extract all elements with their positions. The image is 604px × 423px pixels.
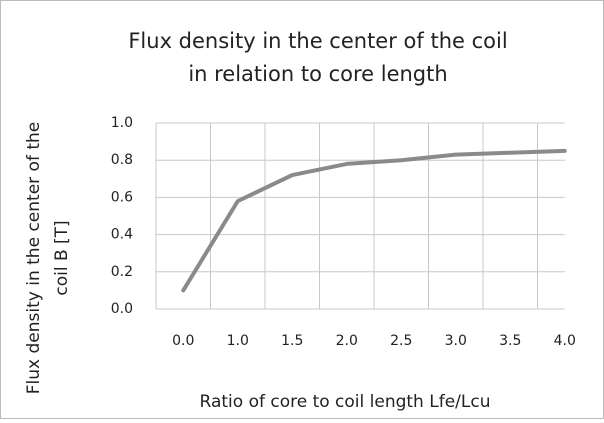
y-tick-label: 0.2 — [111, 264, 133, 280]
x-tick-label: 4.0 — [554, 333, 576, 349]
chart-title: Flux density in the center of the coil — [128, 29, 507, 53]
y-axis-label: coil B [T] — [52, 220, 72, 295]
y-tick-label: 0.4 — [111, 227, 133, 243]
data-line — [181, 148, 567, 293]
x-tick-label: 1.0 — [227, 333, 249, 349]
y-axis-label: Flux density in the center of the — [24, 122, 44, 394]
y-tick-label: 1.0 — [111, 115, 133, 131]
y-tick-label: 0.8 — [111, 152, 133, 168]
y-tick-label: 0.0 — [111, 301, 133, 317]
y-tick-label: 0.6 — [111, 189, 133, 205]
x-tick-label: 0.0 — [172, 333, 194, 349]
x-tick-label: 2.5 — [390, 333, 412, 349]
x-tick-label: 2.0 — [336, 333, 358, 349]
x-axis-label: Ratio of core to coil length Lfe/Lcu — [200, 392, 491, 412]
x-tick-label: 3.0 — [445, 333, 467, 349]
x-tick-label: 3.5 — [499, 333, 521, 349]
x-tick-label: 1.5 — [281, 333, 303, 349]
chart-title: in relation to core length — [188, 62, 447, 86]
